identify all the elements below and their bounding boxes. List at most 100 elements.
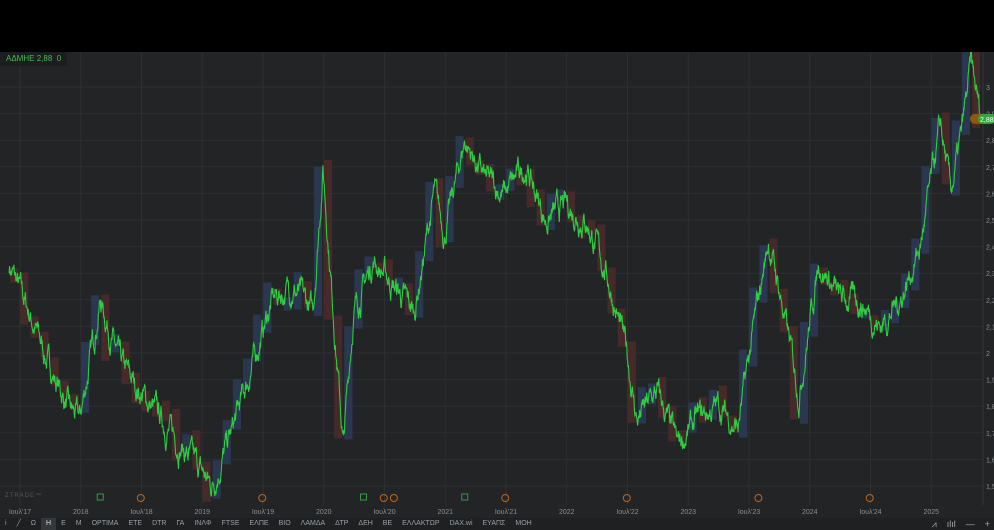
down-candle bbox=[162, 400, 171, 422]
dividend-marker bbox=[136, 494, 145, 502]
line-chart-icon[interactable]: ⩘ bbox=[931, 519, 937, 529]
down-candle bbox=[718, 385, 727, 418]
up-candle bbox=[455, 136, 464, 188]
down-candle bbox=[60, 380, 69, 400]
up-candle bbox=[739, 349, 748, 438]
down-candle bbox=[617, 308, 626, 347]
down-candle bbox=[698, 397, 707, 423]
down-candle bbox=[172, 408, 181, 461]
up-candle bbox=[253, 314, 262, 362]
toolbar-item[interactable]: ΕΤΕ bbox=[128, 520, 143, 527]
toolbar-item[interactable]: DAX.wi bbox=[449, 520, 473, 527]
down-candle bbox=[779, 288, 788, 333]
down-candle bbox=[850, 293, 859, 314]
toolbar-item[interactable]: ΔΤΡ bbox=[335, 520, 349, 527]
y-tick-label: 1,8 bbox=[986, 404, 994, 411]
y-tick-label: 2,7 bbox=[986, 165, 994, 172]
x-tick-label: Ιουλ'18 bbox=[130, 509, 152, 516]
y-tick-label: 1,5 bbox=[986, 484, 994, 491]
up-candle bbox=[415, 251, 424, 318]
toolbar-item[interactable]: ΕΥΑΠΣ bbox=[482, 520, 506, 527]
y-tick-label: 3 bbox=[986, 85, 990, 92]
toolbar-item[interactable]: ΒΕ bbox=[382, 520, 393, 527]
y-tick-label: 2,6 bbox=[986, 191, 994, 198]
down-candle bbox=[870, 315, 879, 330]
y-tick-label: 2,2 bbox=[986, 298, 994, 305]
x-tick-label: 2021 bbox=[437, 509, 453, 516]
down-candle bbox=[303, 281, 312, 308]
earnings-marker bbox=[360, 493, 367, 501]
toolbar-item[interactable]: OPTIMA bbox=[91, 520, 119, 527]
y-tick-label: 1,7 bbox=[986, 431, 994, 438]
down-candle bbox=[151, 402, 160, 417]
up-candle bbox=[394, 277, 403, 294]
info-icon[interactable]: i bbox=[5, 520, 7, 527]
down-candle bbox=[607, 267, 616, 314]
down-candle bbox=[668, 405, 677, 442]
down-candle bbox=[597, 224, 606, 271]
top-bar bbox=[0, 0, 994, 52]
toolbar-item[interactable]: DTR bbox=[152, 520, 167, 527]
chart-svg[interactable]: 32,92,82,72,62,52,42,32,22,121,91,81,71,… bbox=[0, 42, 994, 518]
down-candle bbox=[830, 282, 839, 296]
up-candle bbox=[263, 282, 272, 333]
symbol-legend: ΑΔΜΗΕ 2,88 0 bbox=[0, 52, 68, 66]
y-tick-label: 2,8 bbox=[986, 138, 994, 145]
up-candle bbox=[648, 383, 657, 405]
toolbar-item[interactable]: ΙΝΛΦ bbox=[194, 520, 212, 527]
down-candle bbox=[678, 430, 687, 442]
down-candle bbox=[334, 315, 343, 439]
dividend-marker bbox=[754, 494, 763, 502]
bottom-toolbar: i ╱ Ω Η Ε Μ OPTIMA ΕΤΕ DTR ΓΑ ΙΝΛΦ FTSE ΕΛΠΕ ΒΙΟ ΛΑΜ… bbox=[0, 518, 994, 530]
down-candle bbox=[131, 372, 140, 404]
up-candle bbox=[354, 269, 363, 329]
up-candle bbox=[799, 321, 808, 424]
symbol-price: 2,88 bbox=[36, 54, 53, 63]
toolbar-item[interactable]: Ω bbox=[30, 520, 37, 527]
toolbar-item[interactable]: ΒΙΟ bbox=[278, 520, 291, 527]
up-candle bbox=[506, 168, 515, 192]
zoom-in-icon[interactable]: + bbox=[984, 519, 990, 529]
up-candle bbox=[445, 176, 454, 243]
down-candle bbox=[587, 220, 596, 235]
dividend-marker bbox=[501, 494, 510, 502]
up-candle bbox=[81, 342, 90, 413]
bar-chart-icon[interactable]: ılıl bbox=[946, 519, 956, 529]
down-candle bbox=[70, 393, 79, 411]
x-tick-label: 2024 bbox=[802, 509, 818, 516]
up-candle bbox=[243, 358, 252, 390]
dividend-marker bbox=[865, 494, 874, 502]
up-candle bbox=[283, 297, 292, 311]
toolbar-item[interactable]: Μ bbox=[75, 520, 82, 527]
y-tick-label: 2,3 bbox=[986, 271, 994, 278]
down-candle bbox=[526, 169, 535, 208]
pencil-icon[interactable]: ╱ bbox=[16, 520, 21, 527]
down-candle bbox=[567, 191, 576, 223]
toolbar-item[interactable]: ΔΕΗ bbox=[358, 520, 373, 527]
toolbar-item[interactable]: ΓΑ bbox=[176, 520, 185, 527]
up-candle bbox=[425, 181, 434, 262]
down-candle bbox=[324, 159, 333, 320]
down-candle bbox=[475, 160, 484, 176]
down-candle bbox=[40, 331, 49, 358]
toolbar-item[interactable]: FTSE bbox=[221, 520, 240, 527]
x-tick-label: Ιουλ'23 bbox=[738, 509, 760, 516]
toolbar-item[interactable]: ΕΛΛΑΚΤΩΡ bbox=[402, 520, 440, 527]
y-tick-label: 1,9 bbox=[986, 378, 994, 385]
last-price-tag bbox=[978, 113, 994, 124]
down-candle bbox=[840, 279, 849, 302]
up-candle bbox=[212, 460, 221, 499]
y-tick-label: 2,4 bbox=[986, 245, 994, 252]
toolbar-item[interactable]: ΕΛΠΕ bbox=[249, 520, 269, 527]
down-candle bbox=[941, 112, 950, 185]
price-chart[interactable]: 32,92,82,72,62,52,42,32,22,121,91,81,71,… bbox=[0, 42, 994, 518]
x-tick-label: 2020 bbox=[316, 509, 332, 516]
down-candle bbox=[729, 415, 738, 433]
toolbar-item[interactable]: Ε bbox=[61, 520, 66, 527]
toolbar-item[interactable]: Η bbox=[41, 518, 57, 530]
earnings-marker bbox=[461, 493, 469, 501]
zoom-out-icon[interactable]: — bbox=[965, 519, 975, 529]
toolbar-item[interactable]: ΛΑΜΔΑ bbox=[300, 520, 326, 527]
toolbar-item[interactable]: ΜΟΗ bbox=[515, 520, 532, 527]
up-candle bbox=[688, 402, 697, 433]
